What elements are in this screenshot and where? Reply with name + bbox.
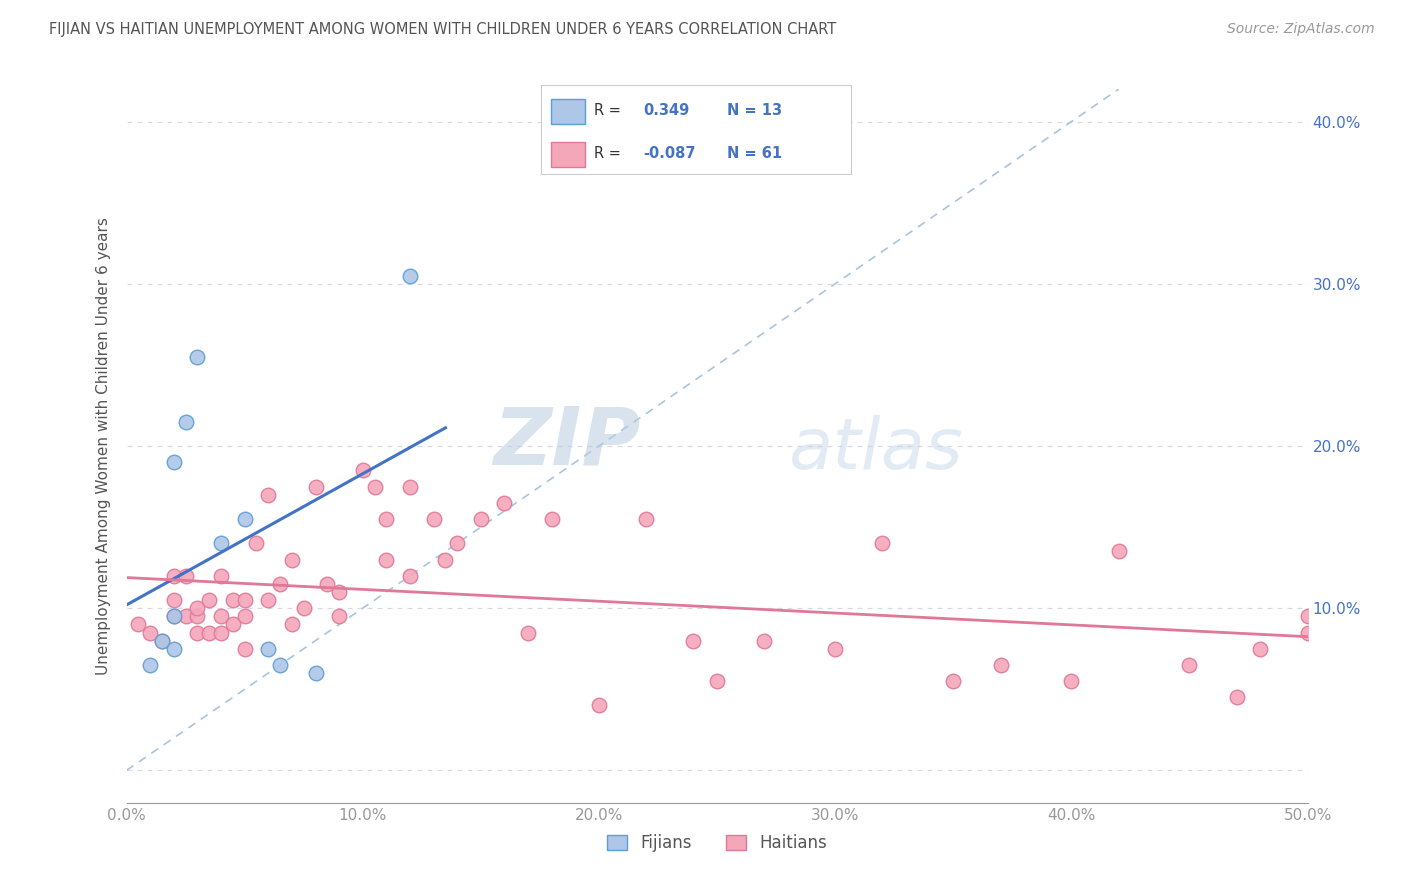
Point <box>1178 657 1201 672</box>
Point <box>150 633 173 648</box>
Point <box>163 593 186 607</box>
Text: N = 13: N = 13 <box>727 103 782 118</box>
Point <box>127 617 149 632</box>
FancyBboxPatch shape <box>551 99 585 124</box>
Point <box>1296 609 1319 624</box>
Point <box>494 496 516 510</box>
Point <box>233 641 256 656</box>
Point <box>1060 674 1083 689</box>
Point <box>706 674 728 689</box>
Point <box>363 479 385 493</box>
Point <box>328 585 350 599</box>
Point <box>375 552 398 566</box>
Point <box>209 568 232 582</box>
Point <box>470 512 492 526</box>
Point <box>682 633 704 648</box>
Text: N = 61: N = 61 <box>727 146 782 161</box>
Point <box>209 625 232 640</box>
Point <box>163 609 186 624</box>
Point <box>174 609 197 624</box>
Text: R =: R = <box>593 103 621 118</box>
Point <box>222 593 245 607</box>
Point <box>281 617 304 632</box>
FancyBboxPatch shape <box>551 142 585 167</box>
Point <box>163 609 186 624</box>
Point <box>399 568 422 582</box>
Point <box>186 601 208 615</box>
Point <box>434 552 457 566</box>
Text: -0.087: -0.087 <box>644 146 696 161</box>
Point <box>269 657 291 672</box>
Point <box>328 609 350 624</box>
Legend: Fijians, Haitians: Fijians, Haitians <box>600 828 834 859</box>
Point <box>269 577 291 591</box>
Point <box>198 625 221 640</box>
Point <box>824 641 846 656</box>
Point <box>257 641 280 656</box>
Point <box>174 568 197 582</box>
Point <box>186 609 208 624</box>
Point <box>540 512 562 526</box>
Point <box>352 463 374 477</box>
Point <box>257 593 280 607</box>
Point <box>150 633 173 648</box>
Point <box>942 674 965 689</box>
Text: 0.349: 0.349 <box>644 103 689 118</box>
Point <box>1226 690 1249 705</box>
Point <box>233 593 256 607</box>
Point <box>304 666 326 681</box>
Point <box>304 479 326 493</box>
Y-axis label: Unemployment Among Women with Children Under 6 years: Unemployment Among Women with Children U… <box>96 217 111 675</box>
Text: atlas: atlas <box>787 415 963 484</box>
Point <box>422 512 444 526</box>
Point <box>1108 544 1130 558</box>
Point <box>399 268 422 283</box>
Text: R =: R = <box>593 146 621 161</box>
Point <box>281 552 304 566</box>
Point <box>636 512 658 526</box>
Point <box>292 601 315 615</box>
Point <box>257 488 280 502</box>
Point <box>517 625 540 640</box>
Point <box>209 536 232 550</box>
Point <box>139 657 162 672</box>
Point <box>174 415 197 429</box>
Point <box>198 593 221 607</box>
Point <box>163 641 186 656</box>
Point <box>139 625 162 640</box>
Point <box>233 512 256 526</box>
Point <box>399 479 422 493</box>
Point <box>375 512 398 526</box>
Point <box>1249 641 1271 656</box>
Point <box>1296 625 1319 640</box>
Point <box>233 609 256 624</box>
Point <box>245 536 267 550</box>
Point <box>754 633 776 648</box>
Text: ZIP: ZIP <box>494 403 640 482</box>
Point <box>186 625 208 640</box>
Point <box>163 455 186 469</box>
Point <box>990 657 1012 672</box>
Point <box>316 577 339 591</box>
Text: Source: ZipAtlas.com: Source: ZipAtlas.com <box>1227 22 1375 37</box>
Point <box>222 617 245 632</box>
Point <box>163 568 186 582</box>
Text: FIJIAN VS HAITIAN UNEMPLOYMENT AMONG WOMEN WITH CHILDREN UNDER 6 YEARS CORRELATI: FIJIAN VS HAITIAN UNEMPLOYMENT AMONG WOM… <box>49 22 837 37</box>
Point <box>186 350 208 364</box>
Point <box>588 698 610 713</box>
Point <box>872 536 894 550</box>
Point <box>209 609 232 624</box>
Point <box>446 536 468 550</box>
